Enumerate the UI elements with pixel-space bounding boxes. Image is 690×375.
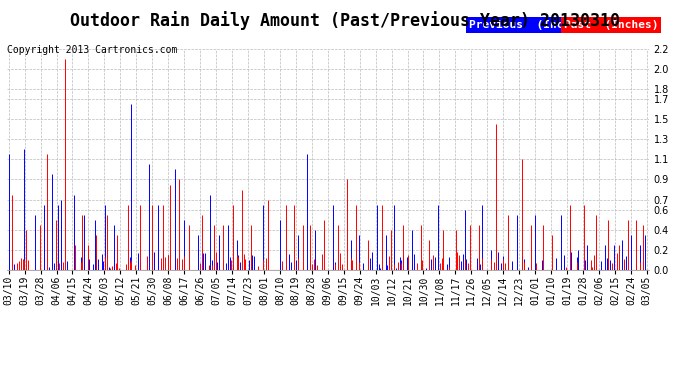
Text: Outdoor Rain Daily Amount (Past/Previous Year) 20130310: Outdoor Rain Daily Amount (Past/Previous… xyxy=(70,11,620,30)
Text: Copyright 2013 Cartronics.com: Copyright 2013 Cartronics.com xyxy=(7,45,177,55)
Text: Past  (Inches): Past (Inches) xyxy=(564,20,658,30)
Text: Previous  (Inches): Previous (Inches) xyxy=(469,20,591,30)
